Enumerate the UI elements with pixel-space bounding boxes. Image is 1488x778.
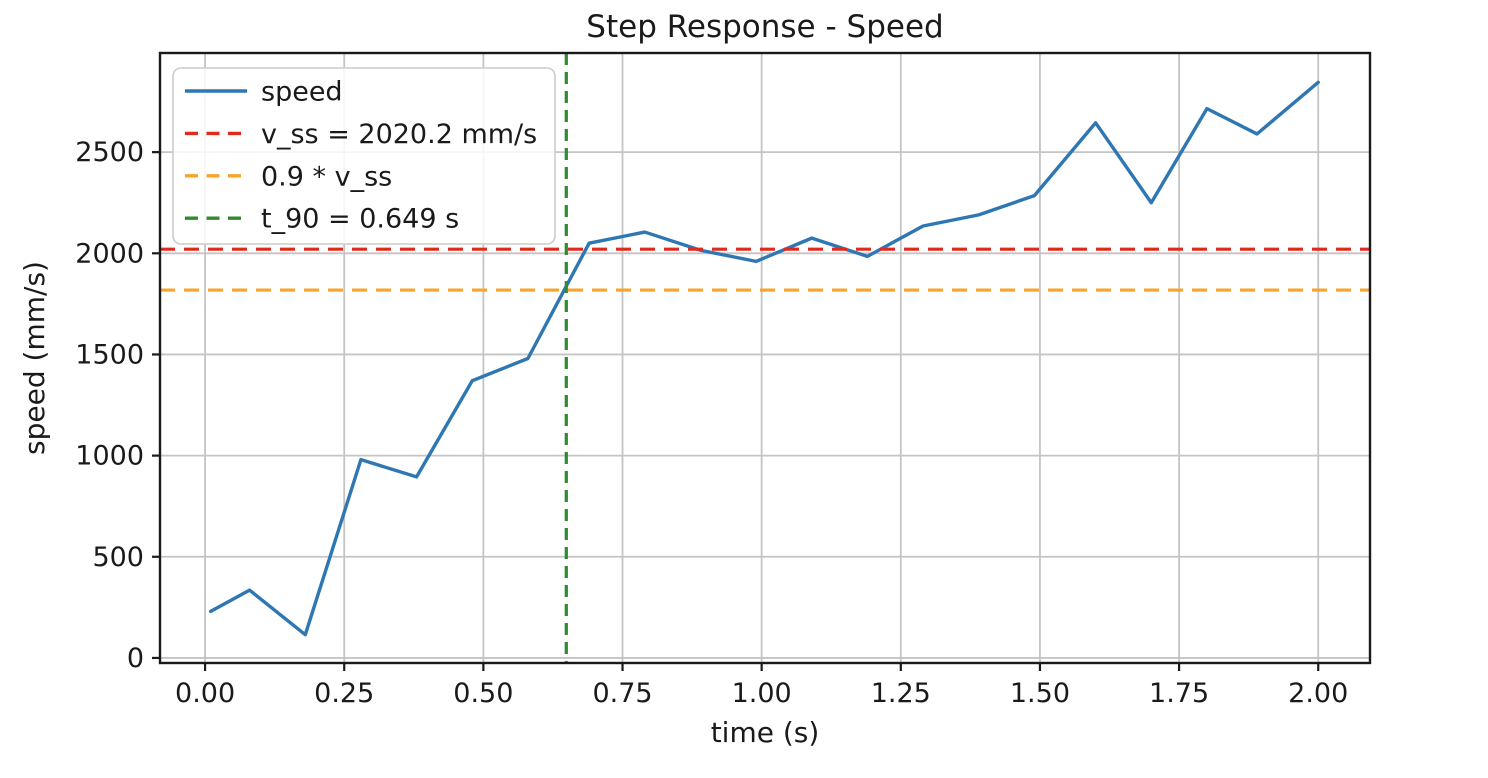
y-tick-label: 2000 (75, 238, 144, 269)
legend-label: speed (261, 77, 343, 108)
x-tick-label: 1.00 (732, 678, 792, 709)
x-tick-label: 1.25 (871, 678, 931, 709)
x-axis-label: time (s) (711, 716, 820, 749)
chart-title: Step Response - Speed (586, 9, 943, 45)
y-tick-label: 1500 (75, 339, 144, 370)
x-tick-label: 0.25 (314, 678, 374, 709)
legend-label: v_ss = 2020.2 mm/s (261, 119, 537, 150)
x-tick-label: 0.50 (453, 678, 513, 709)
x-tick-label: 1.50 (1010, 678, 1070, 709)
y-tick-label: 500 (92, 542, 144, 573)
axis-ticks: 0.00 0.25 0.50 0.75 1.00 1.25 1.50 1.75 2.00 0 500… (75, 137, 1348, 709)
legend: speed v_ss = 2020.2 mm/s 0.9 * v_ss t_90 = … (172, 67, 556, 245)
x-tick-label: 1.75 (1149, 678, 1209, 709)
axes-frame (158, 51, 1372, 665)
x-tick-label: 0.00 (175, 678, 235, 709)
legend-label: 0.9 * v_ss (261, 161, 392, 192)
x-tick-label: 2.00 (1288, 678, 1348, 709)
legend-box (172, 67, 556, 245)
x-tick-label: 0.75 (592, 678, 652, 709)
legend-label: t_90 = 0.649 s (261, 204, 459, 235)
speed-line (208, 80, 1320, 637)
data-series (160, 53, 1370, 663)
y-axis-label: speed (mm/s) (18, 261, 51, 455)
grid-lines (160, 53, 1370, 663)
y-tick-label: 0 (127, 643, 144, 674)
y-tick-label: 1000 (75, 441, 144, 472)
y-tick-label: 2500 (75, 137, 144, 168)
